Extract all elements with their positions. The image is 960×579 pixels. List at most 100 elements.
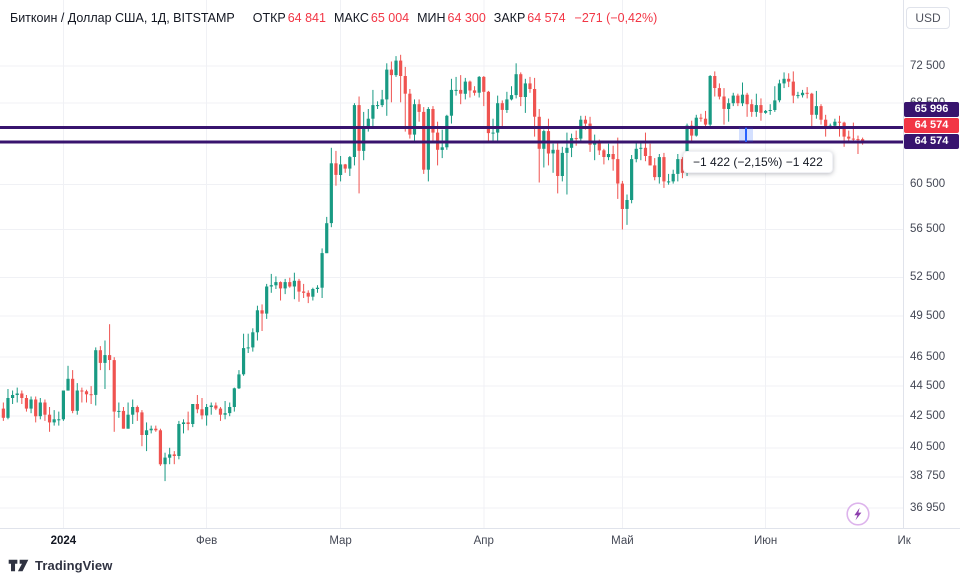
candle-body: [782, 78, 786, 84]
candle-body: [269, 285, 273, 287]
candle-body: [66, 378, 70, 391]
price-line-label-lower[interactable]: 64 574: [904, 134, 959, 150]
candle-body: [653, 165, 657, 178]
candle-body: [676, 159, 680, 174]
price-line-label-upper[interactable]: 65 996: [904, 102, 959, 118]
candle-body: [126, 414, 130, 429]
candle-body: [380, 99, 384, 106]
candle-body: [177, 424, 181, 456]
candle-body: [657, 157, 661, 178]
time-axis-label: Фев: [195, 535, 218, 547]
candle-body: [329, 163, 333, 224]
candle-body: [505, 99, 509, 110]
candle-body: [445, 115, 449, 148]
candle-body: [468, 81, 472, 91]
candle-body: [574, 138, 578, 140]
candle-body: [703, 118, 708, 125]
chart-legend[interactable]: Биткоин / Доллар США, 1Д, BITSTAMP ОТКР 6…: [10, 9, 657, 27]
candle-body: [57, 419, 61, 421]
candle-body: [833, 121, 837, 126]
candle-body: [588, 123, 592, 145]
candle-body: [144, 430, 149, 435]
candle-body: [255, 310, 260, 333]
candle-body: [371, 105, 375, 119]
last-price-label: 64 574: [904, 118, 959, 134]
candle-body: [168, 454, 172, 458]
candle-body: [519, 74, 523, 97]
candle-body: [634, 148, 638, 160]
open-value: 64 841: [287, 11, 326, 25]
candle-body: [763, 110, 768, 113]
candle-body: [810, 93, 814, 115]
candle-body: [343, 164, 347, 169]
candle-body: [117, 410, 121, 412]
candle-body: [52, 419, 56, 423]
time-axis[interactable]: 2024 Фев Мар Апр Май Июн Ик: [0, 529, 960, 555]
time-axis-label: Июн: [753, 535, 778, 547]
candle-body: [362, 126, 366, 151]
candle-body: [722, 96, 726, 109]
candle-body: [551, 149, 555, 154]
candle-body: [292, 280, 296, 287]
close-label: ЗАКР: [493, 11, 526, 25]
candle-body: [20, 393, 24, 398]
candle-body: [449, 89, 454, 116]
candle-body: [680, 159, 685, 173]
price-axis-label: 40 500: [910, 441, 946, 454]
grid-lines: [0, 0, 903, 528]
candle-body: [278, 282, 283, 289]
candle-body: [246, 347, 250, 349]
candle-body: [824, 119, 828, 129]
candle-body: [214, 405, 218, 409]
candle-body: [500, 103, 504, 110]
candle-body: [514, 74, 518, 96]
candle-body: [602, 150, 606, 157]
candle-body: [302, 291, 306, 293]
candle-body: [459, 89, 463, 94]
horizontal-price-lines[interactable]: [0, 126, 903, 144]
candle-body: [135, 407, 139, 413]
candle-body: [385, 69, 389, 100]
candle-body: [787, 78, 791, 82]
candle-body: [777, 83, 782, 101]
candle-body: [412, 104, 417, 135]
candle-body: [408, 93, 412, 135]
candle-body: [593, 142, 597, 145]
time-axis-label: Ик: [897, 535, 911, 547]
candle-body: [315, 287, 320, 289]
candle-body: [223, 413, 227, 415]
candle-body: [417, 104, 421, 112]
time-axis-label: Мар: [329, 535, 352, 547]
measure-tooltip: −1 422 (−2,15%) −1 422: [683, 151, 833, 173]
quick-trade-button[interactable]: [845, 501, 871, 527]
candle-body: [796, 95, 800, 97]
candle-body: [306, 292, 310, 297]
currency-toggle-button[interactable]: USD: [906, 7, 950, 29]
candle-body: [814, 106, 818, 115]
time-axis-label: Апр: [473, 535, 494, 547]
candles[interactable]: [1, 54, 865, 482]
price-range-measure[interactable]: [739, 127, 753, 142]
candle-body: [537, 116, 541, 149]
candle-body: [209, 405, 213, 407]
symbol-title[interactable]: Биткоин / Доллар США, 1Д, BITSTAMP: [10, 11, 235, 25]
candle-body: [34, 399, 38, 417]
candle-body: [265, 286, 269, 314]
candle-body: [754, 105, 758, 112]
candle-body: [237, 374, 241, 389]
candle-body: [597, 142, 601, 151]
low-label: МИН: [417, 11, 446, 25]
candle-body: [565, 147, 569, 153]
candle-body: [579, 119, 583, 139]
time-axis-label: 2024: [50, 535, 77, 547]
candle-body: [509, 95, 514, 100]
candle-body: [750, 104, 754, 112]
candle-body: [625, 200, 629, 209]
candle-body: [800, 92, 805, 96]
time-axis-label: Май: [611, 535, 634, 547]
candle-body: [606, 154, 611, 158]
tradingview-logo[interactable]: TradingView: [8, 558, 112, 573]
candle-body: [713, 76, 717, 88]
